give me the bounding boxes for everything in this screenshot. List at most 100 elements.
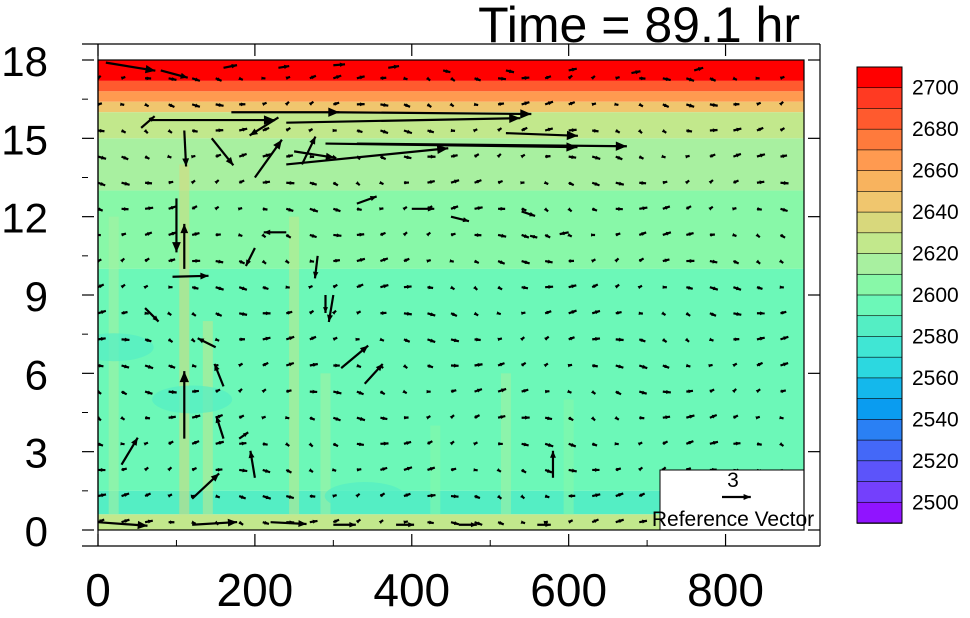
vector-grid-489: [308, 100, 315, 106]
vector-grid-491: [356, 102, 365, 107]
vector-grid-65: [215, 467, 223, 472]
vector-grid-212: [144, 338, 152, 343]
vector-grid-421: [121, 155, 129, 161]
axes: 0 200 400 600 800 0 3 6 9 12 15 18: [1, 38, 821, 616]
vector-grid-104: [426, 440, 433, 445]
vector-grid-33: [167, 493, 173, 498]
x-tick-label-4: 800: [687, 564, 764, 616]
colorbar-swatch-14: [856, 356, 903, 379]
vector-grid-306: [238, 259, 246, 265]
field-streak-7: [563, 399, 574, 515]
vector-grid-395: [214, 179, 220, 185]
vector-grid-68: [285, 468, 292, 474]
vector-grid-256: [473, 311, 479, 317]
vector-grid-400: [332, 181, 339, 187]
vector-grid-107: [498, 442, 503, 446]
vector-grid-329: [778, 259, 784, 264]
vector-grid-516: [238, 76, 244, 81]
vector-grid-153: [168, 390, 177, 394]
vector-grid-162: [379, 390, 386, 396]
vector-grid-536: [709, 77, 717, 82]
vector-grid-434: [427, 154, 436, 159]
vector-grid-323: [638, 257, 645, 263]
vector-grid-419: [780, 181, 789, 185]
vector-grid-179: [780, 389, 787, 394]
vector-grid-159: [309, 389, 318, 394]
vector-grid-157: [261, 388, 267, 394]
vector-grid-520: [332, 74, 342, 80]
vector-grid-501: [591, 102, 597, 107]
vector-grid-257: [496, 311, 502, 316]
vector-grid-535: [685, 77, 695, 82]
vector-grid-199: [543, 362, 549, 368]
vector-grid-118: [756, 442, 762, 446]
vector-grid-143: [639, 415, 645, 420]
vector-grid-95: [215, 440, 225, 445]
vector-grid-149: [779, 415, 784, 420]
vector-grid-43: [403, 492, 411, 498]
vector-grid-282: [380, 284, 389, 289]
vector-grid-232: [615, 337, 624, 342]
colorbar-label-9: 2520: [912, 450, 959, 473]
vector-grid-454: [191, 128, 198, 133]
vector-grid-46: [474, 494, 481, 500]
y-tick-label-0: 0: [25, 508, 48, 555]
vector-grid-420: [98, 155, 107, 160]
vector-35: [179, 371, 189, 439]
vector-grid-226: [474, 337, 481, 342]
colorbar-label-7: 2560: [912, 367, 959, 390]
vector-grid-437: [496, 153, 502, 159]
vector-grid-343: [402, 231, 408, 237]
vector-grid-4: [191, 520, 197, 525]
vector-grid-228: [520, 336, 526, 342]
vector-grid-315: [449, 259, 455, 263]
vector-grid-376: [474, 206, 483, 211]
vector-grid-223: [403, 338, 411, 343]
vector-grid-375: [450, 205, 459, 210]
vector-grid-166: [474, 388, 483, 393]
vector-grid-184: [191, 363, 197, 368]
vector-grid-239: [780, 335, 789, 341]
vector-grid-512: [145, 76, 152, 81]
vector-grid-427: [262, 153, 272, 158]
vector-grid-348: [521, 233, 530, 239]
vector-grid-522: [380, 76, 387, 81]
vector-grid-181: [121, 364, 130, 369]
colorbar-swatch-2: [856, 108, 903, 130]
vector-grid-245: [215, 312, 223, 317]
vector-grid-53: [638, 492, 646, 498]
vector-grid-74: [427, 466, 436, 471]
vector-grid-379: [543, 207, 549, 213]
vector-grid-12: [378, 519, 384, 524]
vector-grid-505: [686, 103, 695, 108]
vector-grid-356: [709, 233, 715, 237]
colorbar-swatch-3: [856, 128, 903, 151]
vector-grid-268: [756, 311, 765, 316]
vector-grid-220: [332, 336, 338, 342]
vector-grid-476: [709, 128, 718, 133]
vector-grid-3: [168, 520, 175, 525]
vector-grid-527: [497, 76, 507, 81]
vector-grid-91: [120, 442, 125, 446]
vector-grid-334: [191, 231, 200, 237]
vector-grid-135: [449, 414, 455, 420]
vector-grid-322: [614, 257, 620, 263]
vector-grid-261: [591, 309, 601, 315]
vector-grid-246: [238, 312, 248, 316]
colorbar-swatch-6: [856, 191, 903, 213]
colorbar-label-4: 2620: [912, 243, 959, 266]
vector-grid-160: [333, 390, 342, 395]
colorbar-swatch-10: [856, 273, 903, 296]
vector-47: [191, 472, 220, 500]
vector-grid-48: [520, 494, 526, 500]
vector-grid-167: [497, 387, 507, 393]
vector-grid-203: [638, 364, 648, 370]
vector-grid-357: [732, 233, 737, 238]
vector-grid-193: [402, 364, 408, 369]
vector-grid-136: [474, 414, 481, 419]
vector-grid-446: [709, 153, 716, 158]
vector-grid-264: [661, 311, 667, 317]
vector-grid-433: [403, 155, 412, 160]
vector-0: [105, 61, 156, 74]
vector-2: [223, 63, 238, 69]
